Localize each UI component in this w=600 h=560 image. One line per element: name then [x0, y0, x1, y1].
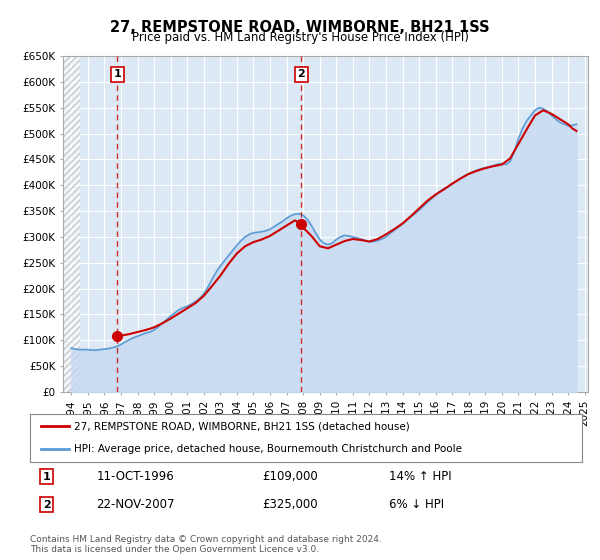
Text: 11-OCT-1996: 11-OCT-1996 [96, 470, 174, 483]
Text: £325,000: £325,000 [262, 498, 317, 511]
Text: 2: 2 [298, 69, 305, 80]
Text: 27, REMPSTONE ROAD, WIMBORNE, BH21 1SS: 27, REMPSTONE ROAD, WIMBORNE, BH21 1SS [110, 20, 490, 35]
Text: 1: 1 [113, 69, 121, 80]
Text: HPI: Average price, detached house, Bournemouth Christchurch and Poole: HPI: Average price, detached house, Bour… [74, 444, 462, 454]
Text: 27, REMPSTONE ROAD, WIMBORNE, BH21 1SS (detached house): 27, REMPSTONE ROAD, WIMBORNE, BH21 1SS (… [74, 421, 410, 431]
Text: 2: 2 [43, 500, 50, 510]
Text: 22-NOV-2007: 22-NOV-2007 [96, 498, 175, 511]
Text: 1: 1 [43, 472, 50, 482]
Text: £109,000: £109,000 [262, 470, 317, 483]
Text: 14% ↑ HPI: 14% ↑ HPI [389, 470, 451, 483]
Text: Contains HM Land Registry data © Crown copyright and database right 2024.
This d: Contains HM Land Registry data © Crown c… [30, 535, 382, 554]
Text: 6% ↓ HPI: 6% ↓ HPI [389, 498, 444, 511]
Text: Price paid vs. HM Land Registry's House Price Index (HPI): Price paid vs. HM Land Registry's House … [131, 31, 469, 44]
Bar [63, 56, 80, 392]
